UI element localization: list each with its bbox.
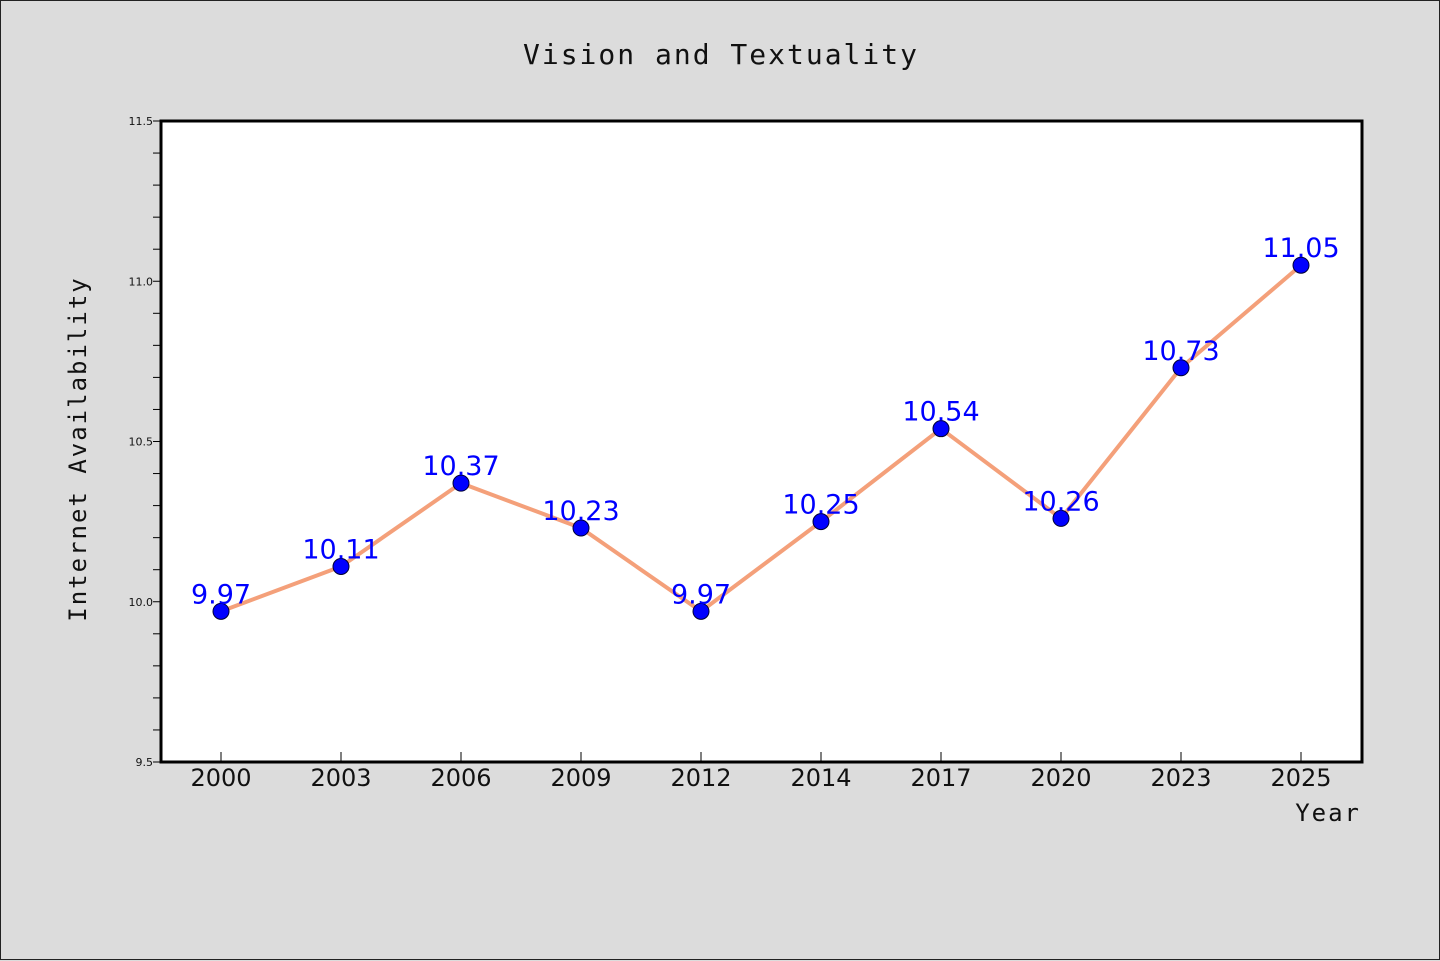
data-point <box>212 602 230 620</box>
data-point <box>332 557 350 575</box>
data-point <box>932 420 950 438</box>
data-point <box>812 513 830 531</box>
data-point <box>1172 359 1190 377</box>
data-point <box>692 602 710 620</box>
y-tick-label: 10.5 <box>129 436 154 449</box>
data-label: 10.73 <box>1142 336 1219 367</box>
data-point <box>572 519 590 537</box>
data-label: 10.25 <box>782 490 859 521</box>
data-label: 10.23 <box>542 496 619 527</box>
x-tick-label: 2003 <box>310 764 371 792</box>
data-label: 10.26 <box>1022 486 1099 517</box>
data-label: 9.97 <box>191 579 251 610</box>
y-tick-label: 9.5 <box>136 756 154 769</box>
y-tick-label: 11.0 <box>129 275 154 288</box>
data-label: 9.97 <box>671 579 731 610</box>
data-label: 10.37 <box>422 451 499 482</box>
x-tick-label: 2023 <box>1150 764 1211 792</box>
data-label: 11.05 <box>1262 233 1339 264</box>
data-point <box>1052 509 1070 527</box>
y-tick-label: 10.0 <box>129 596 154 609</box>
x-axis-label: Year <box>1295 799 1361 827</box>
data-labels: 9.97 10.11 10.37 10.23 9.97 10.25 10.54 10.26 10… <box>191 233 1340 610</box>
data-label: 10.54 <box>902 397 979 428</box>
data-label: 10.11 <box>302 534 379 565</box>
series-line <box>220 263 1303 614</box>
data-point <box>452 474 470 492</box>
x-tick-label: 2025 <box>1270 764 1331 792</box>
x-tick-label: 2006 <box>430 764 491 792</box>
y-axis: 9.5 10.0 10.5 11.0 11.5 <box>129 115 161 769</box>
x-tick-label: 2009 <box>550 764 611 792</box>
x-axis: 2000 2003 2006 2009 2012 2014 2017 2020 2023 2025 <box>190 752 1332 792</box>
x-tick-label: 2012 <box>670 764 731 792</box>
x-tick-label: 2014 <box>790 764 851 792</box>
series-markers <box>212 256 1310 620</box>
x-tick-label: 2000 <box>190 764 251 792</box>
x-tick-label: 2020 <box>1030 764 1091 792</box>
x-tick-label: 2017 <box>910 764 971 792</box>
plot-area <box>159 119 1364 764</box>
y-axis-label: Internet Availability <box>64 276 92 621</box>
chart-title: Vision and Textuality <box>523 38 919 71</box>
data-point <box>1292 256 1310 274</box>
y-tick-label: 11.5 <box>129 115 154 128</box>
